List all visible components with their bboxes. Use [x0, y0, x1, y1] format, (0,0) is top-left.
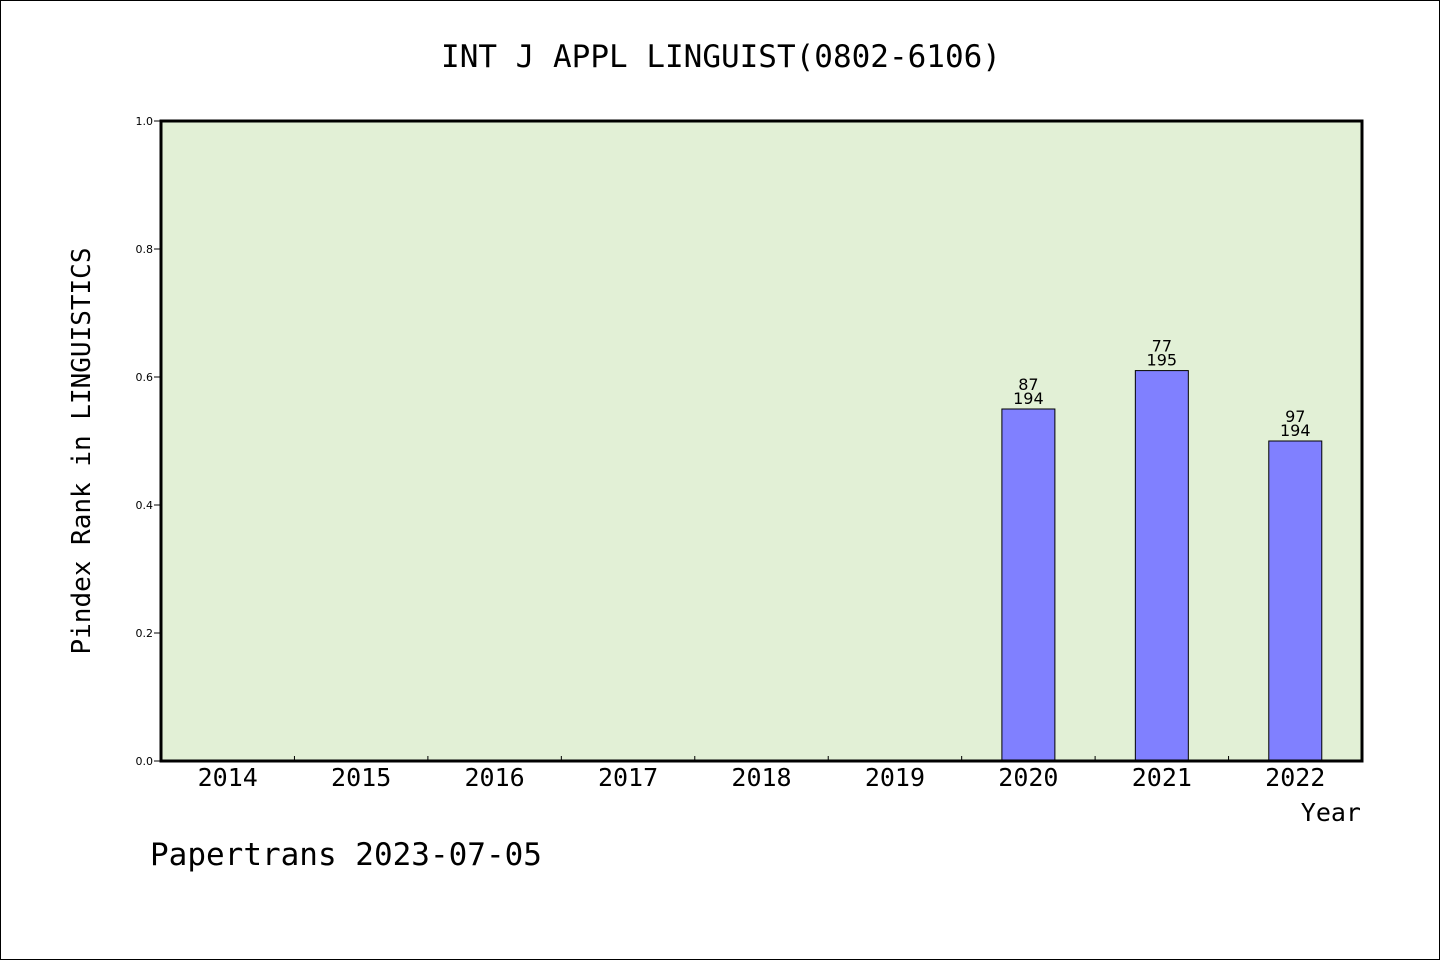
bar-label-top: 77 — [1152, 337, 1172, 356]
bar-label-bottom: 194 — [1013, 389, 1044, 408]
x-tick-label: 2015 — [331, 763, 391, 792]
bar-label-top: 97 — [1285, 407, 1305, 426]
bar — [1268, 440, 1323, 762]
bar-label-top: 87 — [1018, 375, 1038, 394]
y-tick-label: 0.8 — [136, 243, 154, 256]
x-tick-label: 2021 — [1132, 763, 1192, 792]
bar — [1134, 370, 1189, 762]
x-tick-label: 2014 — [198, 763, 258, 792]
y-tick-label: 0.2 — [136, 627, 154, 640]
x-tick-label: 2017 — [598, 763, 658, 792]
y-axis-label: Pindex Rank in LINGUISTICS — [67, 248, 97, 655]
y-tick-label: 1.0 — [136, 115, 154, 128]
x-tick-label: 2022 — [1265, 763, 1325, 792]
y-tick-label: 0.4 — [136, 499, 154, 512]
y-tick-label: 0.0 — [136, 755, 154, 768]
bar — [1001, 408, 1056, 762]
x-tick-label: 2020 — [998, 763, 1058, 792]
x-tick-label: 2016 — [465, 763, 525, 792]
plot-frame — [159, 119, 1364, 763]
x-axis-label: Year — [1301, 798, 1361, 827]
footer-credit: Papertrans 2023-07-05 — [150, 837, 542, 873]
bar-label-bottom: 195 — [1147, 351, 1178, 370]
x-tick-label: 2019 — [865, 763, 925, 792]
chart-title: INT J APPL LINGUIST(0802-6106) — [441, 39, 1001, 75]
ticks-layer: 2014 2015 2016 2017 2018 2019 2020 2021 2022 0.0 0… — [136, 115, 1326, 792]
x-tick-label: 2018 — [731, 763, 791, 792]
y-tick-label: 0.6 — [136, 371, 154, 384]
bar-label-bottom: 194 — [1280, 421, 1311, 440]
